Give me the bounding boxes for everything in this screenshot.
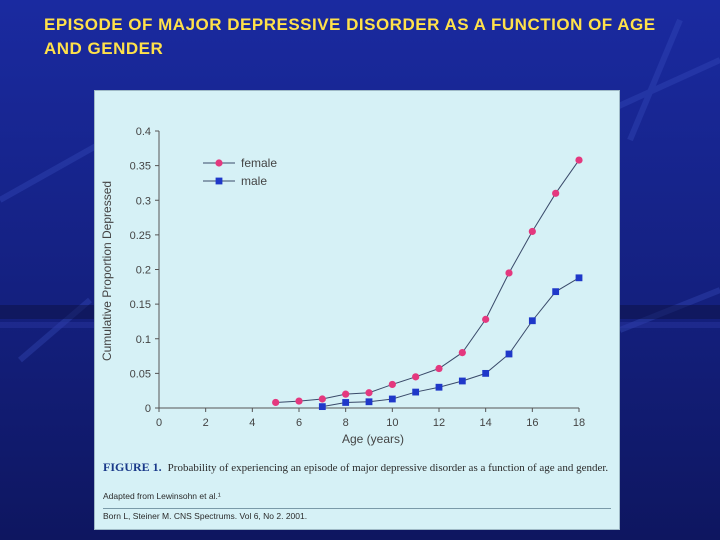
x-axis-label: Age (years)	[342, 432, 404, 446]
y-axis-label: Cumulative Proportion Depressed	[100, 181, 114, 361]
x-tick-label: 4	[249, 417, 255, 429]
male-line	[322, 277, 580, 408]
female-point	[412, 373, 420, 381]
male-point	[458, 377, 466, 385]
y-tick-label: 0.25	[130, 230, 151, 242]
citation: Born L, Steiner M. CNS Spectrums. Vol 6,…	[103, 511, 308, 521]
y-tick-label: 0.3	[136, 195, 151, 207]
male-point	[412, 388, 420, 396]
female-line	[275, 159, 580, 403]
female-point	[365, 389, 373, 397]
chart-legend: female male	[203, 156, 277, 188]
line-chart: 0 0.05 0.1 0.15 0.2 0.25 0.3 0.35 0.4 0 2 4 6 8 10 12 14…	[100, 126, 586, 446]
female-point	[505, 269, 513, 277]
adapted-note: Adapted from Lewinsohn et al.¹	[103, 491, 221, 501]
legend-marker-female	[215, 159, 223, 167]
male-point	[388, 395, 396, 403]
y-tick-label: 0	[145, 403, 151, 415]
male-point	[575, 274, 583, 282]
male-point	[435, 383, 443, 391]
y-tick-label: 0.4	[136, 126, 151, 138]
male-point	[505, 350, 513, 358]
x-tick-label: 8	[343, 417, 349, 429]
caption-divider	[103, 508, 611, 509]
female-point	[272, 398, 280, 407]
y-tick-label: 0.2	[136, 265, 151, 277]
x-tick-label: 14	[480, 417, 492, 429]
x-tick-label: 12	[433, 417, 445, 429]
x-tick-label: 6	[296, 417, 302, 429]
female-point	[528, 227, 536, 236]
legend-label-male: male	[241, 174, 267, 188]
chart-series	[272, 156, 583, 411]
x-tick-label: 10	[386, 417, 398, 429]
figure-label: FIGURE 1.	[103, 460, 162, 474]
y-tick-label: 0.1	[136, 334, 151, 346]
male-point	[342, 399, 350, 406]
male-point	[318, 403, 326, 411]
male-point	[482, 369, 490, 377]
legend-label-female: female	[241, 156, 277, 170]
male-point	[552, 288, 560, 296]
female-point	[342, 390, 350, 398]
female-point	[388, 380, 396, 389]
legend-marker-male	[215, 177, 223, 185]
y-tick-label: 0.15	[130, 299, 151, 311]
female-point	[295, 397, 303, 405]
male-point	[365, 398, 373, 406]
figure-panel: 0 0.05 0.1 0.15 0.2 0.25 0.3 0.35 0.4 0 2 4 6 8 10 12 14…	[94, 90, 620, 530]
female-point	[318, 395, 326, 403]
chart-axes: 0 0.05 0.1 0.15 0.2 0.25 0.3 0.35 0.4 0 2 4 6 8 10 12 14…	[130, 126, 586, 429]
x-tick-label: 16	[526, 417, 538, 429]
female-point	[482, 315, 490, 323]
female-point	[458, 349, 466, 357]
y-tick-label: 0.35	[130, 161, 151, 173]
x-tick-label: 2	[203, 417, 209, 429]
figure-caption-text: Probability of experiencing an episode o…	[167, 462, 609, 474]
female-point	[435, 364, 443, 373]
slide-title: EPISODE OF MAJOR DEPRESSIVE DISORDER AS …	[44, 15, 656, 58]
figure-caption: FIGURE 1. Probability of experiencing an …	[103, 461, 613, 475]
male-point	[528, 317, 536, 325]
x-tick-label: 0	[156, 417, 162, 429]
female-point	[575, 156, 583, 164]
y-tick-label: 0.05	[130, 368, 151, 380]
x-tick-label: 18	[573, 417, 585, 429]
female-point	[552, 189, 560, 197]
